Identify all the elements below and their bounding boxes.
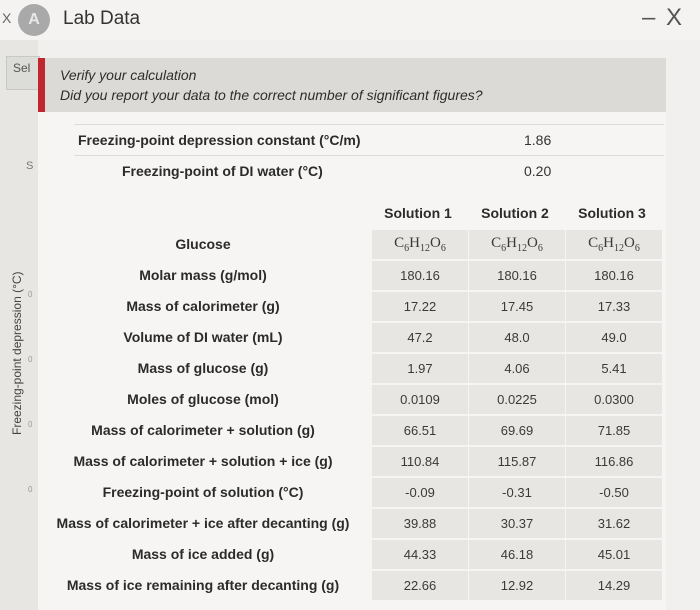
constant-label: Freezing-point of DI water (°C) (122, 163, 323, 179)
table-cell: 46.18 (469, 540, 565, 569)
table-cell: 180.16 (469, 261, 565, 290)
compound-label: Glucose (175, 236, 231, 252)
table-cell: 31.62 (566, 509, 662, 538)
verify-title: Verify your calculation (60, 67, 197, 83)
table-cell: 39.88 (372, 509, 468, 538)
table-cell: 180.16 (372, 261, 468, 290)
table-cell: 17.22 (372, 292, 468, 321)
verify-question: Did you report your data to the correct … (60, 87, 483, 103)
formula-cell: C6H12O6 (566, 230, 662, 259)
table-cell: 22.66 (372, 571, 468, 600)
close-tab-icon[interactable]: X (2, 10, 12, 26)
table-cell: 0.0109 (372, 385, 468, 414)
title-bar: X A Lab Data – X (0, 0, 700, 40)
window-controls[interactable]: – X (641, 4, 684, 31)
table-cell: 44.33 (372, 540, 468, 569)
y-axis-label: Freezing-point depression (°C) (10, 271, 24, 435)
row-label: Molar mass (g/mol) (139, 267, 267, 283)
window-title: Lab Data (63, 8, 141, 29)
constant-label: Freezing-point depression constant (°C/m… (78, 132, 361, 148)
table-cell: 49.0 (566, 323, 662, 352)
verify-callout: Verify your calculation Did you report y… (38, 58, 666, 112)
row-label: Mass of calorimeter + solution (g) (91, 422, 315, 438)
table-cell: 0.0300 (566, 385, 662, 414)
table-cell: 0.0225 (469, 385, 565, 414)
side-tick: 0 (28, 290, 33, 299)
table-cell: 4.06 (469, 354, 565, 383)
left-sidebar (0, 40, 38, 610)
row-label: Mass of calorimeter + ice after decantin… (56, 515, 350, 531)
verify-accent-bar (38, 58, 45, 112)
formula-cell: C6H12O6 (372, 230, 468, 259)
row-label: Mass of glucose (g) (137, 360, 269, 376)
table-cell: 17.45 (469, 292, 565, 321)
table-cell: -0.09 (372, 478, 468, 507)
table-cell: 115.87 (469, 447, 565, 476)
row-label: Freezing-point of solution (°C) (102, 484, 304, 500)
select-tab[interactable]: Sel (6, 56, 40, 90)
side-tick: 0 (28, 420, 33, 429)
table-cell: 69.69 (469, 416, 565, 445)
side-tick: 0 (28, 485, 33, 494)
row-label: Mass of calorimeter + solution + ice (g) (73, 453, 333, 469)
table-cell: 48.0 (469, 323, 565, 352)
column-header: Solution 1 (384, 205, 452, 221)
app-avatar-icon: A (18, 4, 50, 36)
table-cell: 47.2 (372, 323, 468, 352)
table-cell: 5.41 (566, 354, 662, 383)
row-label: Moles of glucose (mol) (127, 391, 279, 407)
table-cell: -0.31 (469, 478, 565, 507)
table-cell: 12.92 (469, 571, 565, 600)
row-label: Mass of ice added (g) (131, 546, 275, 562)
table-cell: 110.84 (372, 447, 468, 476)
table-cell: 116.86 (566, 447, 662, 476)
table-cell: -0.50 (566, 478, 662, 507)
constant-value: 1.86 (524, 132, 552, 148)
constant-value: 0.20 (524, 163, 552, 179)
table-cell: 17.33 (566, 292, 662, 321)
row-label: Volume of DI water (mL) (123, 329, 283, 345)
table-cell: 45.01 (566, 540, 662, 569)
table-cell: 30.37 (469, 509, 565, 538)
table-cell: 66.51 (372, 416, 468, 445)
table-cell: 14.29 (566, 571, 662, 600)
column-header: Solution 2 (481, 205, 549, 221)
column-header: Solution 3 (578, 205, 646, 221)
constant-row: Freezing-point of DI water (°C) 0.20 (74, 155, 664, 185)
row-label: Mass of calorimeter (g) (126, 298, 280, 314)
constant-row: Freezing-point depression constant (°C/m… (74, 124, 664, 154)
formula-cell: C6H12O6 (469, 230, 565, 259)
side-tick: 0 (28, 355, 33, 364)
table-cell: 180.16 (566, 261, 662, 290)
side-label-s: S (26, 160, 34, 172)
row-label: Mass of ice remaining after decanting (g… (66, 577, 340, 593)
table-cell: 1.97 (372, 354, 468, 383)
table-cell: 71.85 (566, 416, 662, 445)
